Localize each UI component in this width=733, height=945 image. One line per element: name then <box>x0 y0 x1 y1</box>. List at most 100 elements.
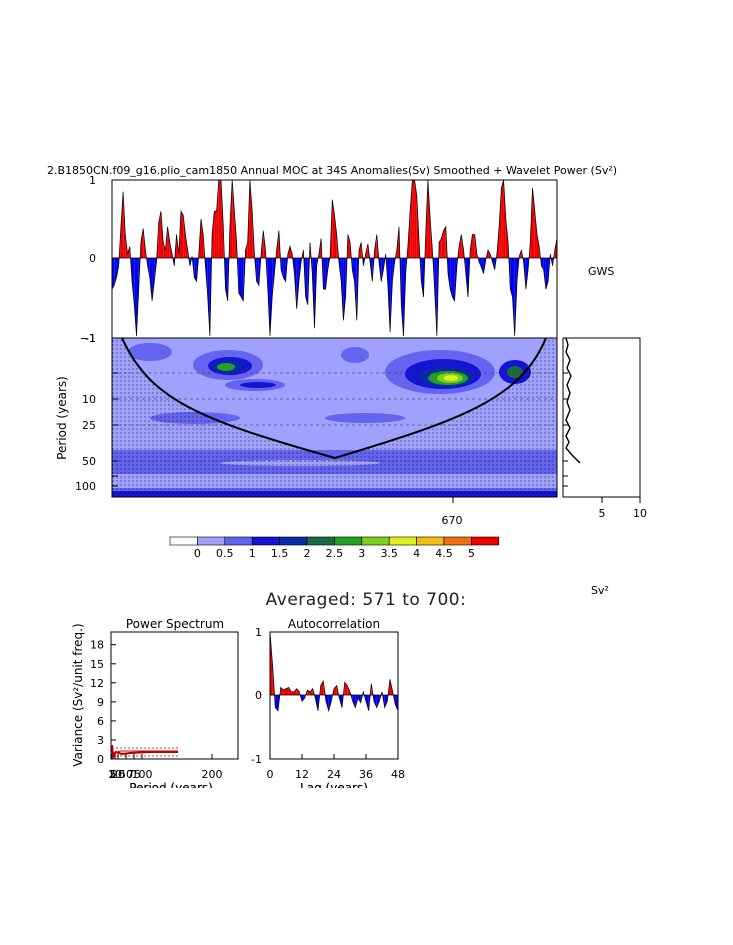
negative-area-segment <box>134 258 137 336</box>
positive-area-segment <box>163 242 166 258</box>
gws-curve <box>565 337 581 464</box>
y-tick-label: 15 <box>90 658 104 671</box>
negative-area-segment <box>296 258 299 309</box>
autocorrelation-area <box>269 631 399 713</box>
colorbar-labels: 0 0.5 1 1.5 2 2.5 3 3.5 4 4.5 5 <box>194 547 475 560</box>
wavelet-power-contours <box>112 338 557 497</box>
positive-area-segment <box>216 180 219 258</box>
power-spectrum-xlabel-visible: Period (years) <box>129 781 213 795</box>
negative-area-segment <box>269 258 273 336</box>
colorbar-swatch <box>334 536 363 546</box>
positive-area-segment <box>167 226 170 258</box>
x-tick-label: 0 <box>267 768 274 781</box>
positive-area-segment <box>212 211 215 258</box>
y-tick-label: 0 <box>255 689 262 702</box>
positive-area-segment <box>439 238 442 258</box>
negative-area-segment <box>149 258 153 301</box>
y-tick-label: 1 <box>89 174 96 187</box>
positive-area-segment <box>245 242 248 258</box>
gws-x-tick-label: 5 <box>599 507 606 520</box>
negative-area-segment <box>510 258 513 297</box>
positive-area-segment <box>344 682 348 695</box>
power-spectrum-ylabel: Variance (Sv²/unit freq.) <box>71 623 85 766</box>
negative-area-segment <box>352 258 355 282</box>
autocorrelation-title: Autocorrelation <box>288 617 380 631</box>
time-series-frame <box>111 179 558 339</box>
negative-area-segment <box>541 258 544 270</box>
negative-area-segment <box>241 258 244 301</box>
negative-area-segment <box>152 258 155 301</box>
y-tick-label: -1 <box>85 332 96 345</box>
negative-area-segment <box>194 258 197 282</box>
positive-area-segment <box>536 234 540 258</box>
colorbar-swatch <box>361 536 390 546</box>
wavelet-ylabel: Period (years) <box>55 376 69 460</box>
positive-area-segment <box>307 689 310 695</box>
positive-area-segment <box>288 687 292 695</box>
colorbar-swatch <box>471 536 500 546</box>
negative-area-segment <box>283 258 286 282</box>
positive-area-segment <box>443 226 446 258</box>
positive-area-segment <box>472 234 475 258</box>
colorbar-swatch <box>251 536 280 546</box>
y-tick-label: 18 <box>90 639 104 652</box>
gws-left-ticks <box>563 372 568 487</box>
colorbar <box>169 536 500 546</box>
negative-area-segment <box>238 258 242 297</box>
positive-area-segment <box>229 180 233 258</box>
positive-area-segment <box>158 211 161 258</box>
negative-area-segment <box>207 258 210 336</box>
negative-area-segment <box>366 695 369 711</box>
negative-area-segment <box>452 258 455 301</box>
positive-area-segment <box>249 180 253 258</box>
colorbar-tick-label: 0.5 <box>216 547 234 560</box>
gws-title: GWS <box>588 265 614 278</box>
colorbar-swatch <box>416 536 445 546</box>
negative-area-segment <box>401 258 404 336</box>
negative-area-segment <box>116 258 119 278</box>
colorbar-swatch <box>443 536 472 546</box>
y-tick-label: 100 <box>75 480 96 493</box>
power-spectrum-frame <box>110 631 239 760</box>
positive-area-segment <box>218 180 222 258</box>
colorbar-tick-label: 2 <box>304 547 311 560</box>
x-tick-label: 12 <box>295 768 309 781</box>
wavelet-x-tick-label: 670 <box>442 514 463 527</box>
positive-area-segment <box>291 691 294 695</box>
negative-area-segment <box>479 258 482 268</box>
negative-area-segment <box>305 258 308 305</box>
positive-area-segment <box>534 211 537 258</box>
autocorrelation-xlabel-visible: Lag (years) <box>300 781 368 795</box>
wavelet-y-axis: −1 10 25 50 100 <box>75 332 118 493</box>
negative-area-segment <box>512 258 515 336</box>
x-tick-label: 75 <box>127 768 141 781</box>
time-series-area <box>111 179 558 337</box>
y-tick-label: 0 <box>89 252 96 265</box>
y-tick-label: 0 <box>97 753 104 766</box>
y-tick-label: 25 <box>82 419 96 432</box>
positive-area-segment <box>358 242 362 258</box>
y-tick-label: 6 <box>97 715 104 728</box>
series-line <box>269 631 399 713</box>
positive-area-segment <box>427 180 431 258</box>
x-tick-label: 5 <box>110 768 117 781</box>
x-tick-label: 24 <box>327 768 341 781</box>
positive-area-segment <box>499 187 502 258</box>
y-tick-label: 3 <box>97 734 104 747</box>
chart-title: 2.B1850CN.f09_g16.plio_cam1850 Annual MO… <box>47 164 617 177</box>
power-spectrum-y-axis: 0 3 6 9 12 15 18 <box>90 639 116 766</box>
series-line <box>111 179 558 337</box>
negative-area-segment <box>147 258 150 278</box>
x-tick-label: 36 <box>359 768 373 781</box>
positive-area-segment <box>410 180 413 258</box>
negative-area-segment <box>525 258 529 290</box>
positive-area-segment <box>501 180 504 258</box>
positive-area-segment <box>201 219 204 258</box>
negative-area-segment <box>136 258 139 336</box>
negative-area-segment <box>376 695 380 708</box>
colorbar-tick-label: 5 <box>468 547 475 560</box>
negative-area-segment <box>481 258 484 274</box>
positive-area-segment <box>459 234 462 258</box>
negative-area-segment <box>434 258 437 336</box>
